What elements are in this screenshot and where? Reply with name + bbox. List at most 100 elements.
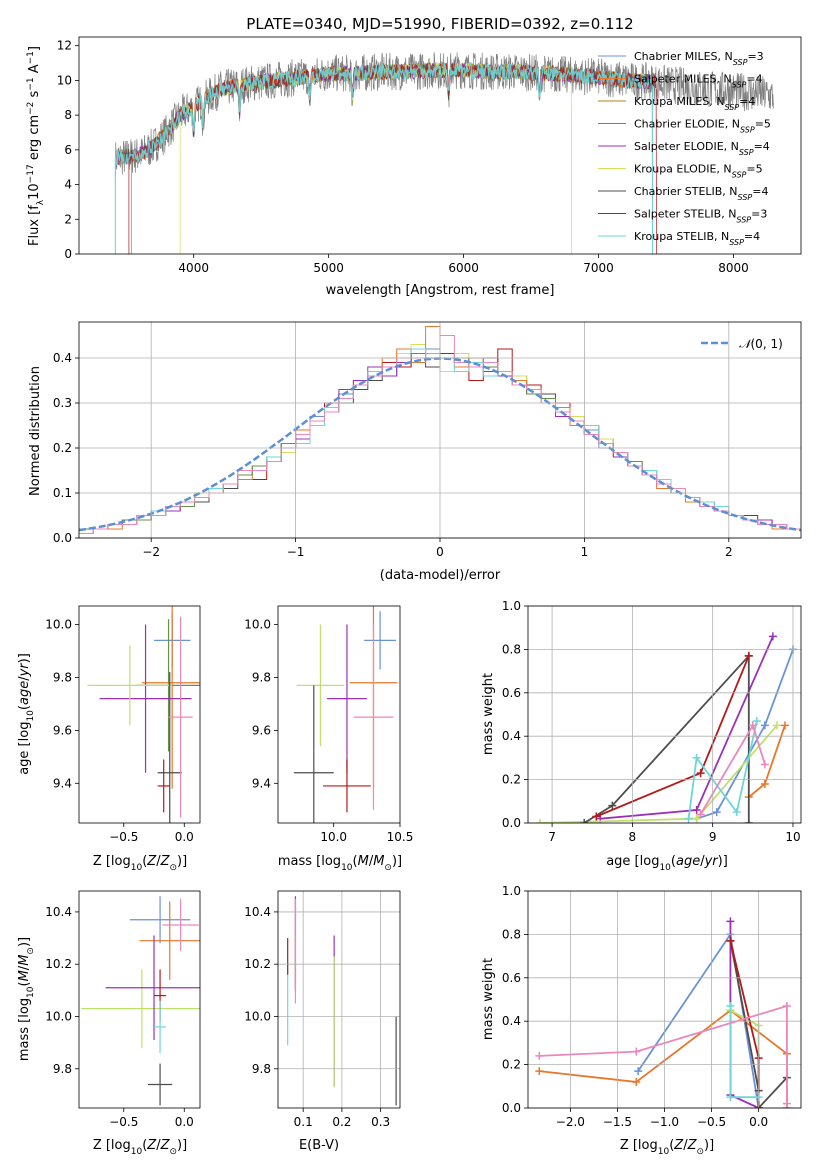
weight-vs-Z-marker-7-1 [632,1047,641,1056]
age-vs-mass-ytick-label-0: 9.4 [252,776,271,790]
age-vs-mass-points [293,606,398,823]
mass-vs-EBV-xtick-label-0: 0.1 [294,1115,313,1129]
spectrum-frame [78,36,802,255]
age-vs-Z-errorbar-6 [157,759,170,813]
weight-vs-age-line-4 [583,653,750,823]
spectrum-ytick-label-4: 8 [64,108,72,122]
spectrum-xtick-label-3: 7000 [583,261,614,275]
weight-vs-age-ytick-label-4: 0.8 [502,642,521,656]
residual-histogram-panel: −2 −1 0 1 2 0.0 0.1 0.2 0.3 0.4 𝒩(0, 1) (data-mod… [28,321,802,583]
gaussian-legend-label: 𝒩(0, 1) [739,337,783,351]
residuals-ytick-label-1: 0.1 [53,486,72,500]
mass-vs-Z-frame [78,890,201,1109]
weight-vs-age-line-6 [687,720,758,819]
weight-vs-Z-ytick-label-2: 0.4 [502,1014,521,1028]
weight-vs-Z-marker-7-0 [535,1051,544,1060]
residuals-xtick-label-3: 1 [581,545,589,559]
age-vs-Z-ytick-label-2: 9.8 [53,670,72,684]
age-vs-mass-errorbar-6 [353,624,394,810]
weight-vs-Z-xtick-label-4: 0.0 [749,1115,768,1129]
spectrum-legend-label-1: Salpeter MILES, NSSP=4 [634,73,763,90]
weight-vs-age-marker-6-0 [684,814,693,823]
mass-vs-Z-xtick-label-1: 0.0 [175,1115,194,1129]
age-vs-Z-errorbar-7 [168,616,193,818]
weight-vs-age-marker-3-0 [536,819,545,823]
weight-vs-age-marker-5-1 [696,769,705,778]
age-vs-Z-xlabel: Z [log10(Z/Z⊙)] [93,854,187,873]
mass-vs-EBV-frame [277,890,401,1109]
weight-vs-Z-frame [527,890,802,1109]
age-vs-mass-ytick-label-2: 9.8 [252,670,271,684]
figure-title: PLATE=0340, MJD=51990, FIBERID=0392, z=0… [246,15,633,33]
weight-vs-Z-marker-6-0 [726,1002,735,1011]
weight-vs-Z-marker-0-0 [634,1067,643,1076]
weight-vs-Z-ylabel: mass weight [481,958,496,1040]
spectrum-xtick-label-0: 4000 [178,261,209,275]
residuals-ytick-label-2: 0.2 [53,441,72,455]
age-vs-Z-points [87,606,200,823]
weight-vs-age-xtick-label-2: 9 [709,830,717,844]
mass-vs-Z-errorbar-1 [139,901,200,980]
spectrum-xtick-label-2: 6000 [448,261,479,275]
weight-vs-age-ytick-label-5: 1.0 [502,599,521,613]
residuals-ytick-label-0: 0.0 [53,531,72,545]
spectrum-ytick-label-1: 2 [64,212,72,226]
age-vs-Z-frame [78,605,201,824]
weight-vs-age-frame [527,605,802,824]
weight-vs-Z-xtick-label-1: −1.5 [603,1115,632,1129]
weight-vs-age-marker-6-3 [752,717,761,726]
mass-vs-EBV-ytick-label-3: 10.4 [244,905,271,919]
mass-vs-Z-xtick-label-0: −0.5 [109,1115,138,1129]
spectrum-legend-label-5: Kroupa ELODIE, NSSP=5 [634,163,763,180]
residuals-xtick-label-4: 2 [725,545,733,559]
age-vs-mass-errorbar-5 [323,759,371,813]
weight-vs-Z-ytick-label-0: 0.0 [502,1101,521,1115]
histogram-legend: 𝒩(0, 1) [701,337,783,351]
weight-vs-age-ylabel: mass weight [481,673,496,755]
weight-vs-age-marker-4-3 [744,819,753,823]
mass-vs-Z-ytick-label-3: 10.4 [45,905,72,919]
weight-vs-age-xtick-label-0: 7 [548,830,556,844]
spectrum-legend: Chabrier MILES, NSSP=3 Salpeter MILES, NS… [598,50,771,247]
weight-vs-Z-xlabel: Z [log10(Z/Z⊙)] [620,1138,714,1157]
weight-vs-age-marker-4-0 [580,819,589,823]
mass-vs-Z-ytick-label-1: 10.0 [45,1009,72,1023]
age-vs-Z-errorbar-5 [157,672,182,823]
weight-vs-Z-marker-1-0 [535,1067,544,1076]
weight-vs-age-marker-7-0 [696,810,705,819]
weight-vs-Z-ytick-label-3: 0.6 [502,971,521,985]
weight-vs-age-marker-7-2 [760,760,769,769]
weight-vs-age-xtick-label-1: 8 [629,830,637,844]
residuals-ytick-label-4: 0.4 [53,351,72,365]
age-vs-mass-errorbar-0 [364,611,397,670]
weight-vs-age-marker-1-2 [780,721,789,730]
spectrum-legend-label-8: Kroupa STELIB, NSSP=4 [634,230,760,247]
weight-vs-age-marker-1-1 [760,779,769,788]
weight-vs-Z-ytick-label-1: 0.2 [502,1058,521,1072]
weight-vs-age-xtick-label-3: 10 [785,830,800,844]
histogram-series-8 [79,335,801,534]
mass-vs-EBV-ytick-label-0: 9.8 [252,1062,271,1076]
age-vs-mass-errorbar-2 [296,624,345,747]
weight-vs-Z-marker-7-3 [782,1099,791,1108]
mass-vs-EBV-xlabel: E(B-V) [299,1138,339,1153]
weight-vs-Z-marker-1-1 [632,1077,641,1086]
age-vs-Z-errorbar-3 [99,624,192,773]
age-vs-mass-panel: 10.0 10.5 9.4 9.6 9.8 10.0 mass [log10(M/M⊙)] [244,605,413,873]
weight-vs-age-ytick-label-3: 0.6 [502,686,521,700]
spectrum-ylabel: Flux [fλ10−17 erg cm−2 s−1 A−1] [26,46,46,246]
mass-vs-Z-errorbar-4 [147,1063,173,1106]
mass-vs-EBV-points [287,896,397,1106]
weight-vs-age-line-0 [696,649,794,820]
residuals-xtick-label-0: −2 [142,545,160,559]
mass-vs-Z-errorbar-7 [162,898,199,952]
spectrum-ytick-label-5: 10 [57,73,72,87]
mass-vs-Z-points [81,896,200,1106]
weight-vs-age-ytick-label-2: 0.4 [502,729,521,743]
weight-vs-age-marker-4-1 [608,801,617,810]
age-vs-Z-ytick-label-0: 9.4 [53,776,72,790]
age-vs-mass-errorbar-3 [327,624,367,773]
age-vs-mass-errorbar-4 [293,685,334,823]
weight-vs-age-marker-5-0 [592,812,601,821]
